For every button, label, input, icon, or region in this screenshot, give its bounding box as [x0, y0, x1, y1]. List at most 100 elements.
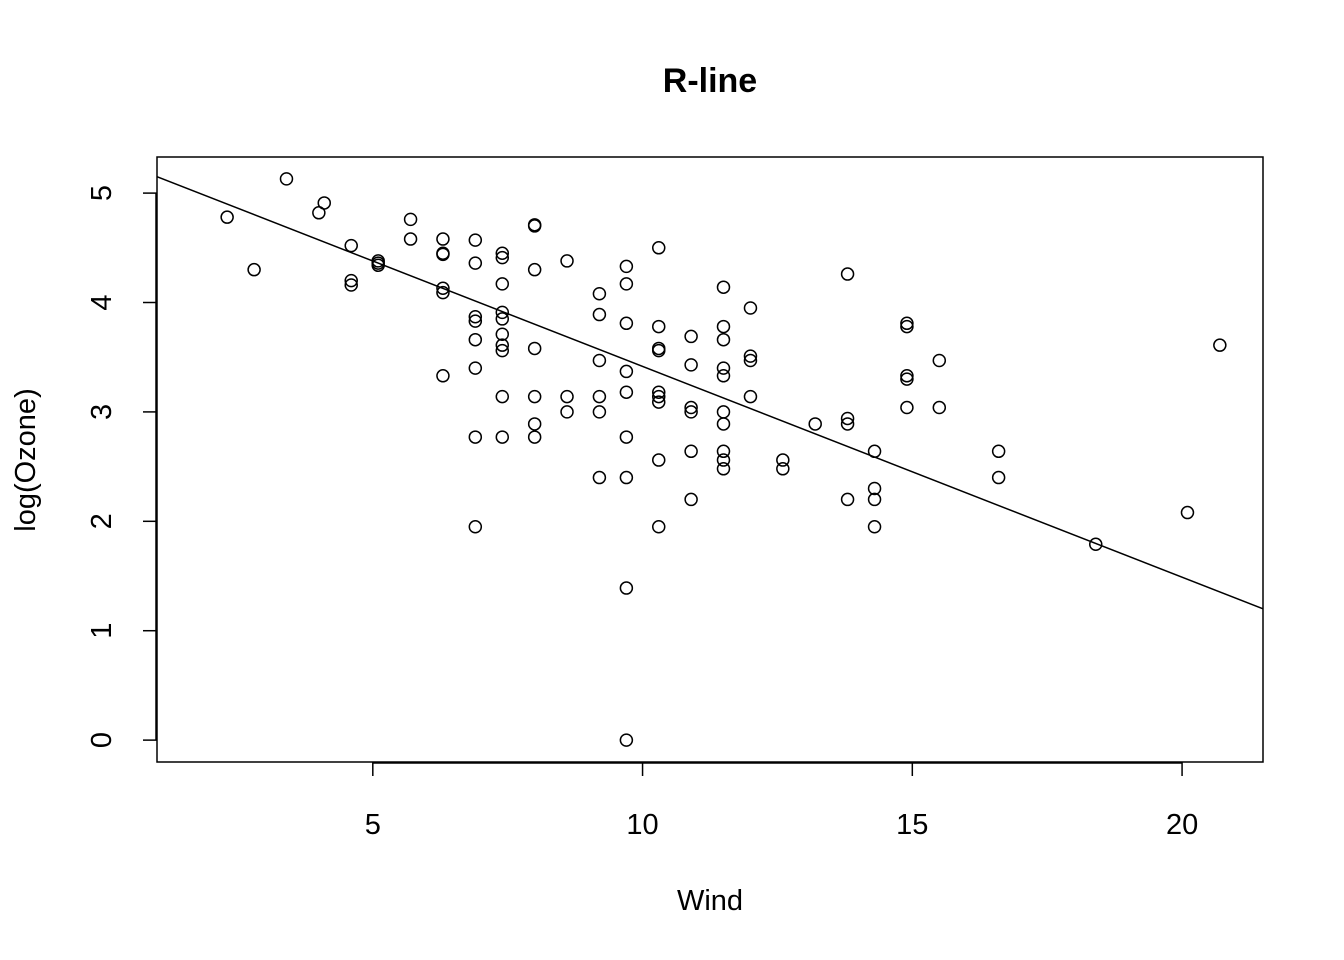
data-point — [716, 280, 731, 294]
data-point — [495, 389, 510, 404]
data-point — [867, 481, 882, 496]
data-point — [560, 389, 574, 404]
data-point — [527, 219, 542, 233]
data-point — [279, 172, 294, 186]
data-point — [991, 470, 1006, 485]
x-axis-label: Wind — [677, 885, 743, 917]
data-point — [651, 520, 666, 534]
data-point — [900, 319, 914, 334]
x-tick-label: 5 — [365, 809, 381, 841]
data-point — [867, 492, 882, 507]
data-point — [592, 353, 607, 368]
data-point — [684, 400, 698, 415]
data-point — [317, 196, 331, 210]
data-point — [403, 212, 418, 227]
regression-line-group — [157, 175, 1263, 610]
data-point — [808, 417, 822, 431]
y-tick-label: 4 — [86, 294, 118, 310]
regression-line — [157, 175, 1263, 610]
data-point — [468, 233, 483, 247]
data-point — [495, 305, 510, 320]
data-point — [716, 369, 731, 383]
y-tick-label: 0 — [86, 732, 118, 748]
data-point — [743, 301, 758, 315]
data-point — [527, 341, 542, 356]
data-point — [651, 453, 666, 467]
data-point — [900, 316, 914, 331]
data-point — [495, 327, 510, 341]
data-point — [651, 395, 666, 409]
data-point — [776, 462, 790, 476]
x-tick-label: 20 — [1166, 809, 1198, 841]
data-point — [651, 389, 666, 404]
x-tick-label: 15 — [896, 809, 928, 841]
data-point — [220, 210, 234, 224]
data-point — [716, 462, 731, 476]
data-point — [743, 349, 758, 363]
x-axis: 5 10 15 20 — [365, 762, 1198, 841]
data-point — [247, 262, 261, 277]
data-point — [716, 417, 731, 431]
data-point — [651, 241, 666, 255]
data-point — [840, 411, 855, 426]
data-point — [716, 319, 731, 334]
y-axis-label: log(Ozone) — [10, 388, 42, 531]
data-point — [716, 444, 731, 459]
data-point — [1180, 505, 1195, 520]
data-point — [592, 287, 607, 301]
data-point — [527, 262, 542, 277]
data-point — [527, 417, 542, 431]
data-point — [684, 492, 698, 507]
data-point — [468, 430, 483, 444]
data-points — [220, 172, 1227, 747]
y-axis: 0 1 2 3 4 5 — [86, 185, 157, 748]
data-point — [495, 246, 510, 261]
data-point — [468, 256, 483, 270]
data-point — [468, 309, 483, 324]
data-point — [619, 259, 634, 274]
data-point — [527, 389, 542, 404]
data-point — [619, 364, 634, 379]
data-point — [468, 361, 483, 375]
data-point — [619, 581, 634, 595]
data-point — [840, 492, 855, 507]
data-point — [651, 319, 666, 334]
data-point — [592, 405, 607, 419]
data-point — [495, 430, 510, 444]
data-point — [684, 405, 698, 419]
data-point — [991, 444, 1006, 459]
data-point — [867, 444, 882, 459]
data-point — [619, 316, 634, 331]
y-tick-label: 1 — [86, 623, 118, 639]
data-point — [344, 238, 358, 253]
data-point — [436, 247, 450, 262]
data-point — [495, 250, 510, 265]
data-point — [684, 358, 698, 372]
data-point — [840, 417, 855, 431]
data-point — [716, 405, 731, 419]
data-point — [684, 444, 698, 459]
x-tick-label: 10 — [626, 809, 658, 841]
data-point — [436, 369, 450, 383]
data-point — [495, 277, 510, 291]
data-point — [619, 385, 634, 399]
data-point — [436, 232, 450, 246]
y-tick-label: 5 — [86, 185, 118, 201]
data-point — [619, 277, 634, 291]
data-point — [932, 353, 947, 368]
plot-frame — [156, 156, 1264, 763]
data-point — [1213, 338, 1227, 352]
data-point — [592, 470, 607, 485]
data-point — [840, 267, 855, 281]
data-point — [900, 369, 914, 383]
data-point — [743, 353, 758, 368]
data-point — [527, 430, 542, 444]
data-point — [651, 343, 666, 358]
data-point — [651, 385, 666, 399]
data-point — [495, 312, 510, 326]
y-tick-label: 3 — [86, 404, 118, 420]
y-tick-label: 2 — [86, 513, 118, 529]
data-point — [468, 520, 483, 534]
data-point — [560, 405, 574, 419]
